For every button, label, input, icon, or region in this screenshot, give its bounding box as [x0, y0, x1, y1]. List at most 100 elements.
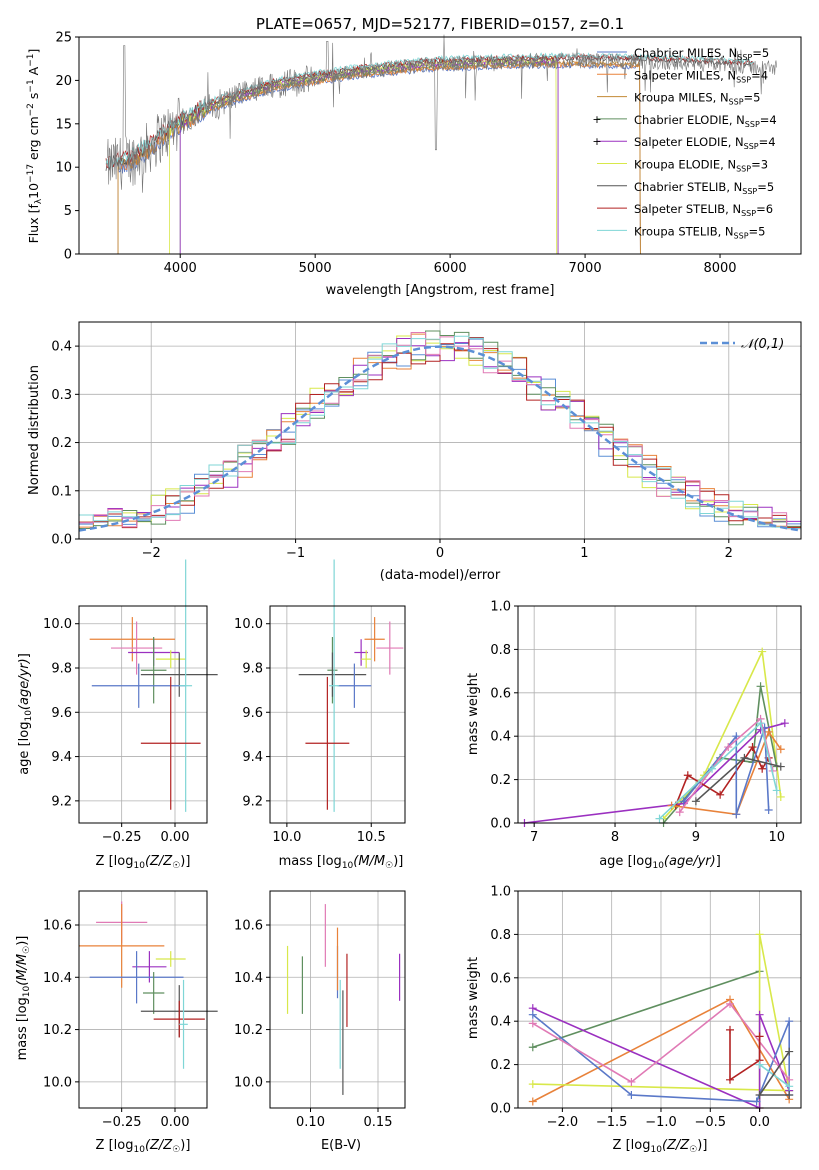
spectrum-plot-area	[105, 34, 777, 255]
spectrum-ytick-label: 15	[55, 117, 72, 132]
histogram-plot-area	[78, 322, 802, 540]
mass-weight-marker	[732, 810, 741, 819]
mass-weight-marker	[785, 1090, 794, 1099]
mass-weight-marker	[785, 1017, 794, 1026]
p5-xtick-label: 8	[611, 830, 619, 845]
p3-x-axis-label: Z [log10(Z/Z☉)]	[96, 854, 191, 871]
mass-weight-marker	[726, 999, 735, 1008]
p5-ytick-label: 0.0	[490, 817, 511, 832]
mass-weight-marker	[776, 762, 785, 771]
p8-xtick-label: 0.0	[749, 1115, 770, 1130]
mass-weight-marker	[755, 1090, 764, 1099]
p5-ytick-label: 0.2	[490, 773, 511, 788]
mass-weight-marker	[683, 771, 692, 780]
p7-xtick-label: 0.10	[296, 1115, 325, 1130]
p8-ytick-label: 0.8	[490, 928, 511, 943]
spectrum-model-line	[117, 59, 641, 255]
p3-xtick-label: −0.25	[102, 830, 142, 845]
p7-xtick-label: 0.15	[364, 1115, 393, 1130]
spectrum-ytick-label: 5	[64, 204, 72, 219]
p6-x-axis-label: Z [log10(Z/Z☉)]	[96, 1138, 191, 1155]
mass-weight-marker	[764, 805, 773, 814]
p8-xtick-label: −2.0	[547, 1115, 579, 1130]
mass-weight-marker	[528, 1080, 537, 1089]
age-mass-weight-panel: 7 8 9 10 0.0 0.2 0.4 0.6 0.8 1.0	[490, 600, 802, 845]
mass-weight-marker	[732, 732, 741, 741]
mass-weight-marker	[528, 1019, 537, 1028]
legend-label: Chabrier STELIB, NSSP=5	[634, 180, 774, 196]
mass-weight-marker	[755, 930, 764, 939]
legend-label: Chabrier ELODIE, NSSP=4	[634, 113, 777, 129]
histogram-ytick-label: 0.3	[51, 388, 72, 403]
histogram-xtick-label: −2	[142, 546, 161, 561]
spectrum-xtick-label: 7000	[569, 261, 602, 276]
mass-weight-marker	[708, 764, 717, 773]
mass-weight-line	[658, 721, 778, 820]
histogram-ytick-label: 0.1	[51, 484, 72, 499]
legend-label: Salpeter ELODIE, NSSP=4	[634, 135, 776, 151]
spectrum-xtick-label: 5000	[299, 261, 332, 276]
p8-y-axis-label: mass weight	[466, 957, 481, 1039]
spectrum-model-line	[117, 61, 641, 255]
spectrum-model-line	[169, 55, 558, 255]
mass-weight-marker	[679, 797, 688, 806]
mass-weight-marker	[691, 797, 700, 806]
spectrum-model-line	[179, 57, 559, 254]
p5-ytick-label: 0.6	[490, 686, 511, 701]
spectrum-model-line	[117, 60, 641, 255]
spectrum-model-line	[105, 51, 754, 169]
p6-xtick-label: −0.25	[102, 1115, 142, 1130]
p3-xtick-label: 0.00	[161, 830, 190, 845]
mass-weight-marker	[785, 1082, 794, 1091]
p4-ytick-label: 9.2	[242, 794, 263, 809]
p5-ytick-label: 0.4	[490, 730, 511, 745]
p8-ytick-label: 0.4	[490, 1015, 511, 1030]
mass-weight-marker	[726, 1025, 735, 1034]
mass-weight-marker	[785, 1047, 794, 1056]
p7-ytick-label: 10.6	[234, 918, 263, 933]
histogram-xtick-label: −1	[286, 546, 305, 561]
p4-xtick-label: 10.0	[272, 830, 301, 845]
mass-weight-line	[524, 722, 786, 824]
spectrum-xtick-label: 6000	[434, 261, 467, 276]
spectrum-ytick-label: 10	[55, 161, 72, 176]
p7-axes-frame	[269, 890, 406, 1109]
mass-weight-marker	[528, 1010, 537, 1019]
spectrum-xtick-label: 4000	[164, 261, 197, 276]
mass-weight-marker	[726, 1075, 735, 1084]
p5-xtick-label: 7	[530, 830, 538, 845]
p5-ytick-label: 1.0	[490, 600, 511, 615]
mass-weight-marker	[776, 792, 785, 801]
mass-weight-marker	[758, 647, 767, 656]
p3-ytick-label: 9.2	[51, 794, 72, 809]
spectrum-ticks: 4000 5000 6000 7000 8000 0 5 10 15 20 25	[55, 31, 736, 277]
p7-ytick-label: 10.0	[234, 1075, 263, 1090]
mass-weight-marker	[675, 808, 684, 817]
p7-x-axis-label: E(B-V)	[321, 1138, 361, 1153]
mass-weight-marker	[752, 1097, 761, 1106]
histogram-ticks: −2 −1 0 1 2 0.0 0.1 0.2 0.3 0.4	[51, 340, 733, 561]
p5-axes-frame	[517, 605, 802, 824]
mass-weight-line	[679, 717, 774, 813]
histogram-ytick-label: 0.0	[51, 533, 72, 548]
histogram-x-axis-label: (data-model)/error	[380, 568, 501, 583]
mass-weight-line	[532, 970, 760, 1048]
z-vs-age-panel: −0.25 0.00 9.2 9.4 9.6 9.8 10.0	[43, 559, 218, 845]
spectrum-ytick-label: 25	[55, 31, 72, 46]
legend-label: Kroupa ELODIE, NSSP=3	[634, 158, 768, 174]
p7-ytick-label: 10.4	[234, 971, 263, 986]
histogram-xtick-label: 1	[580, 546, 588, 561]
spectrum-y-axis-label: Flux [fλ10−17 erg cm−2 s−1 A−1]	[26, 49, 44, 244]
legend-label: Kroupa MILES, NSSP=5	[634, 91, 760, 107]
mass-vs-age-panel: 10.0 10.5 9.2 9.4 9.6 9.8 10.0	[234, 559, 406, 845]
p4-ytick-label: 10.0	[234, 617, 263, 632]
p8-xtick-label: −1.5	[596, 1115, 628, 1130]
mass-weight-marker	[627, 1090, 636, 1099]
p4-ytick-label: 9.8	[242, 662, 263, 677]
chart-title: PLATE=0657, MJD=52177, FIBERID=0157, z=0…	[256, 15, 624, 33]
p3-ytick-label: 10.0	[43, 617, 72, 632]
mass-weight-marker	[764, 727, 773, 736]
spectrum-legend: Chabrier MILES, NSSP=5 Salpeter MILES, NS…	[592, 46, 776, 240]
spectrum-ytick-label: 0	[64, 248, 72, 263]
